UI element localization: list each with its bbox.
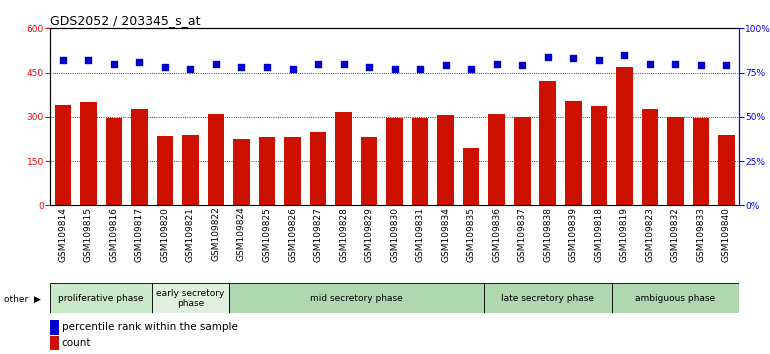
Point	[669, 61, 681, 67]
Text: mid secretory phase: mid secretory phase	[310, 294, 403, 303]
Point	[108, 61, 120, 67]
Text: early secretory
phase: early secretory phase	[156, 289, 225, 308]
Bar	[540, 81, 556, 205]
Point	[261, 64, 273, 70]
Bar	[233, 139, 249, 205]
Text: count: count	[62, 338, 91, 348]
Point	[695, 63, 707, 68]
Point	[82, 57, 95, 63]
Bar	[80, 102, 96, 205]
Point	[440, 63, 452, 68]
Point	[516, 63, 528, 68]
Bar	[641, 109, 658, 205]
Bar	[484, 283, 611, 313]
Point	[286, 66, 299, 72]
Point	[593, 57, 605, 63]
Bar	[718, 135, 735, 205]
Bar	[182, 136, 199, 205]
Bar	[667, 117, 684, 205]
Bar	[50, 283, 152, 313]
Point	[133, 59, 146, 65]
Bar	[488, 114, 505, 205]
Bar	[616, 67, 633, 205]
Bar	[152, 283, 229, 313]
Text: GDS2052 / 203345_s_at: GDS2052 / 203345_s_at	[50, 14, 200, 27]
Bar	[131, 109, 148, 205]
Point	[57, 57, 69, 63]
Point	[490, 61, 503, 67]
Point	[337, 61, 350, 67]
Bar	[611, 283, 739, 313]
Bar	[437, 115, 454, 205]
Bar	[156, 136, 173, 205]
Bar	[259, 137, 276, 205]
Point	[414, 66, 427, 72]
Text: other  ▶: other ▶	[4, 295, 41, 304]
Bar	[463, 148, 480, 205]
Bar	[55, 105, 71, 205]
Text: late secretory phase: late secretory phase	[501, 294, 594, 303]
Bar	[229, 283, 484, 313]
Point	[720, 63, 732, 68]
Point	[618, 52, 631, 58]
Point	[567, 56, 580, 61]
Bar	[284, 137, 301, 205]
Bar	[591, 107, 607, 205]
Bar	[565, 101, 581, 205]
Point	[644, 61, 656, 67]
Bar	[387, 118, 403, 205]
Bar	[693, 118, 709, 205]
Point	[312, 61, 324, 67]
Bar	[514, 117, 531, 205]
Bar	[208, 114, 224, 205]
Text: percentile rank within the sample: percentile rank within the sample	[62, 322, 237, 332]
Bar	[335, 113, 352, 205]
Text: proliferative phase: proliferative phase	[59, 294, 144, 303]
Point	[465, 66, 477, 72]
Bar	[105, 118, 122, 205]
Point	[209, 61, 222, 67]
Point	[363, 64, 375, 70]
Point	[388, 66, 400, 72]
Point	[184, 66, 196, 72]
Point	[541, 54, 554, 59]
Point	[236, 64, 248, 70]
Text: ambiguous phase: ambiguous phase	[635, 294, 715, 303]
Point	[159, 64, 171, 70]
Bar	[310, 132, 326, 205]
Bar	[412, 118, 428, 205]
Bar	[361, 137, 377, 205]
